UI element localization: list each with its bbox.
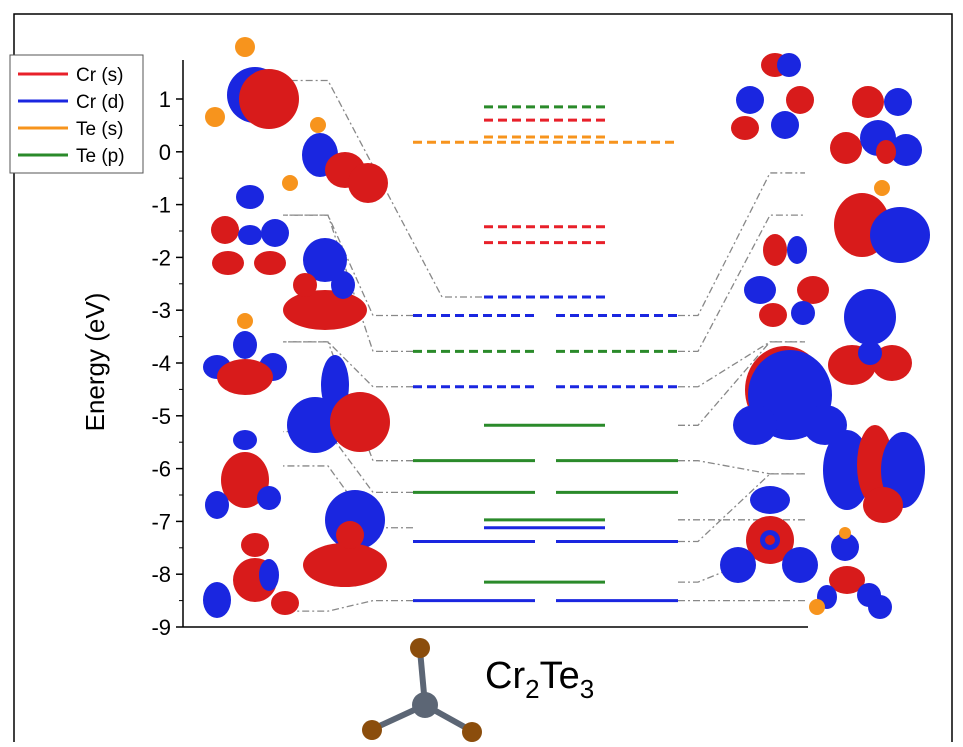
orbital-isosurface: [823, 425, 925, 523]
y-tick-label: 1: [159, 87, 171, 112]
orbital-isosurface: [720, 486, 818, 583]
y-tick-label: -1: [151, 193, 171, 218]
connector-line: [678, 214, 805, 353]
y-tick-label: -4: [151, 351, 171, 376]
y-axis: 1 0 -1 -2 -3 -4 -5 -6 -7 -8 -9: [151, 60, 808, 640]
orbital-isosurfaces: [203, 37, 930, 619]
y-tick-label: -2: [151, 245, 171, 270]
y-tick-label: -8: [151, 562, 171, 587]
legend: Cr (s) Cr (d) Te (s) Te (p): [9, 54, 144, 174]
legend-label: Te (p): [76, 146, 125, 167]
molecule-formula: Cr2Te3: [485, 655, 594, 704]
orbital-isosurface: [828, 289, 912, 385]
y-tick-label: -6: [151, 457, 171, 482]
connector-line: [283, 341, 413, 388]
orbital-isosurface: [733, 346, 847, 445]
connector-line: [283, 599, 413, 612]
y-tick-label: 0: [159, 140, 171, 165]
y-tick-label: -3: [151, 298, 171, 323]
connector-lines: [283, 79, 805, 612]
connector-line: [283, 79, 482, 298]
connector-line: [283, 214, 413, 317]
connector-line: [678, 341, 805, 388]
legend-label: Te (s): [76, 119, 124, 140]
molecule-structure: [362, 638, 482, 742]
orbital-isosurface: [287, 355, 390, 453]
connector-line: [678, 341, 805, 426]
y-tick-label: -7: [151, 509, 171, 534]
te-atom: [362, 720, 382, 740]
orbital-isosurface: [809, 527, 892, 619]
connector-line: [283, 341, 413, 462]
orbital-isosurface: [203, 313, 287, 395]
orbital-isosurface: [744, 234, 829, 327]
te-atom: [462, 722, 482, 742]
orbital-isosurface: [205, 430, 281, 519]
y-tick-label: -5: [151, 404, 171, 429]
orbital-isosurface: [283, 238, 367, 330]
legend-label: Cr (d): [76, 92, 125, 113]
y-axis-label: Energy (eV): [80, 293, 110, 432]
legend-label: Cr (s): [76, 65, 123, 86]
orbital-isosurface: [203, 533, 299, 618]
te-atom: [410, 638, 430, 658]
orbital-isosurface: [834, 180, 930, 263]
y-tick-label: -9: [151, 615, 171, 640]
orbital-isosurface: [211, 185, 289, 275]
connector-line: [678, 172, 805, 317]
orbital-isosurface: [282, 117, 388, 203]
energy-levels: [413, 105, 678, 603]
orbital-isosurface: [303, 490, 387, 587]
orbital-isosurface: [830, 86, 922, 166]
cr-atom: [412, 692, 438, 718]
connector-line: [678, 473, 805, 543]
orbital-isosurface: [731, 53, 814, 140]
orbital-isosurface: [205, 37, 299, 129]
